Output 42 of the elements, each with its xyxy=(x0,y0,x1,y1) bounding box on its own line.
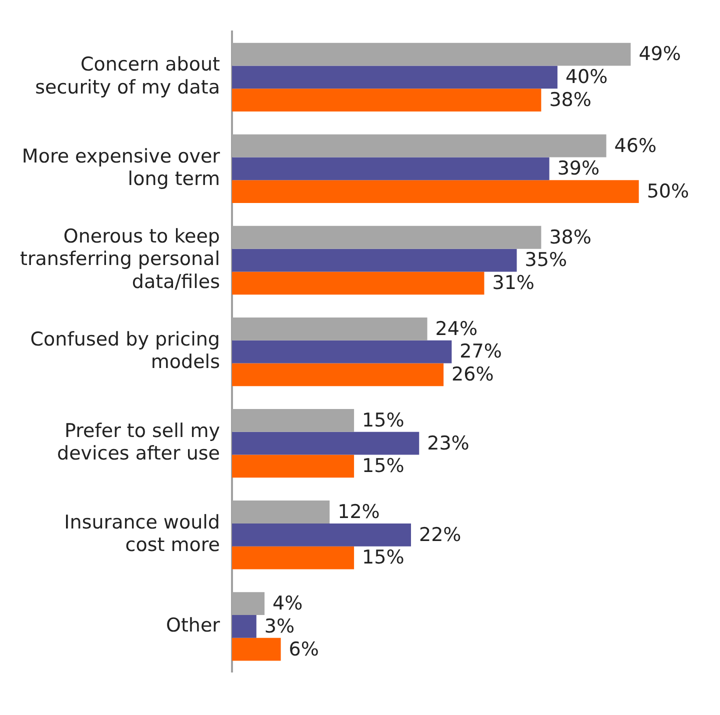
bar xyxy=(232,454,354,478)
data-label: 27% xyxy=(460,340,502,363)
data-label: 26% xyxy=(452,364,494,386)
data-label: 50% xyxy=(646,180,690,203)
data-label: 23% xyxy=(427,432,470,454)
bar xyxy=(232,614,256,638)
data-label: 3% xyxy=(264,615,295,638)
y-tick-label: Confused by pricing models xyxy=(30,328,220,374)
data-label: 15% xyxy=(362,455,404,478)
bar xyxy=(232,66,558,89)
data-label: 49% xyxy=(638,43,681,66)
data-label: 40% xyxy=(565,66,608,88)
bar xyxy=(232,157,550,180)
data-label: 38% xyxy=(549,226,592,248)
data-label: 24% xyxy=(435,318,478,340)
y-tick-label: Prefer to sell my devices after use xyxy=(57,420,220,465)
y-tick-label: Concern about security of my data xyxy=(35,54,220,99)
y-tick-label: Other xyxy=(166,614,220,636)
data-label: 46% xyxy=(614,134,657,157)
y-tick-label: More expensive over long term xyxy=(22,145,220,190)
data-label: 39% xyxy=(557,158,600,180)
data-label: 6% xyxy=(288,638,319,660)
data-label: 15% xyxy=(362,409,404,432)
y-tick-label: Onerous to keep transferring personal data/files xyxy=(20,225,220,293)
bar xyxy=(232,88,542,112)
data-label: 4% xyxy=(272,592,303,614)
y-tick-label: Insurance would cost more xyxy=(64,511,220,556)
data-label: 15% xyxy=(362,546,404,569)
data-label: 12% xyxy=(338,500,380,523)
bar xyxy=(232,546,354,570)
bar xyxy=(232,272,484,295)
data-label: 38% xyxy=(549,88,592,111)
bar xyxy=(232,638,281,661)
data-label: 31% xyxy=(492,272,534,294)
bar xyxy=(232,180,639,204)
bar xyxy=(232,432,420,455)
data-label: 22% xyxy=(419,524,462,546)
bar xyxy=(232,523,411,546)
bar xyxy=(232,340,452,364)
bar xyxy=(232,248,517,272)
bar xyxy=(232,363,444,386)
data-label: 35% xyxy=(524,249,568,272)
